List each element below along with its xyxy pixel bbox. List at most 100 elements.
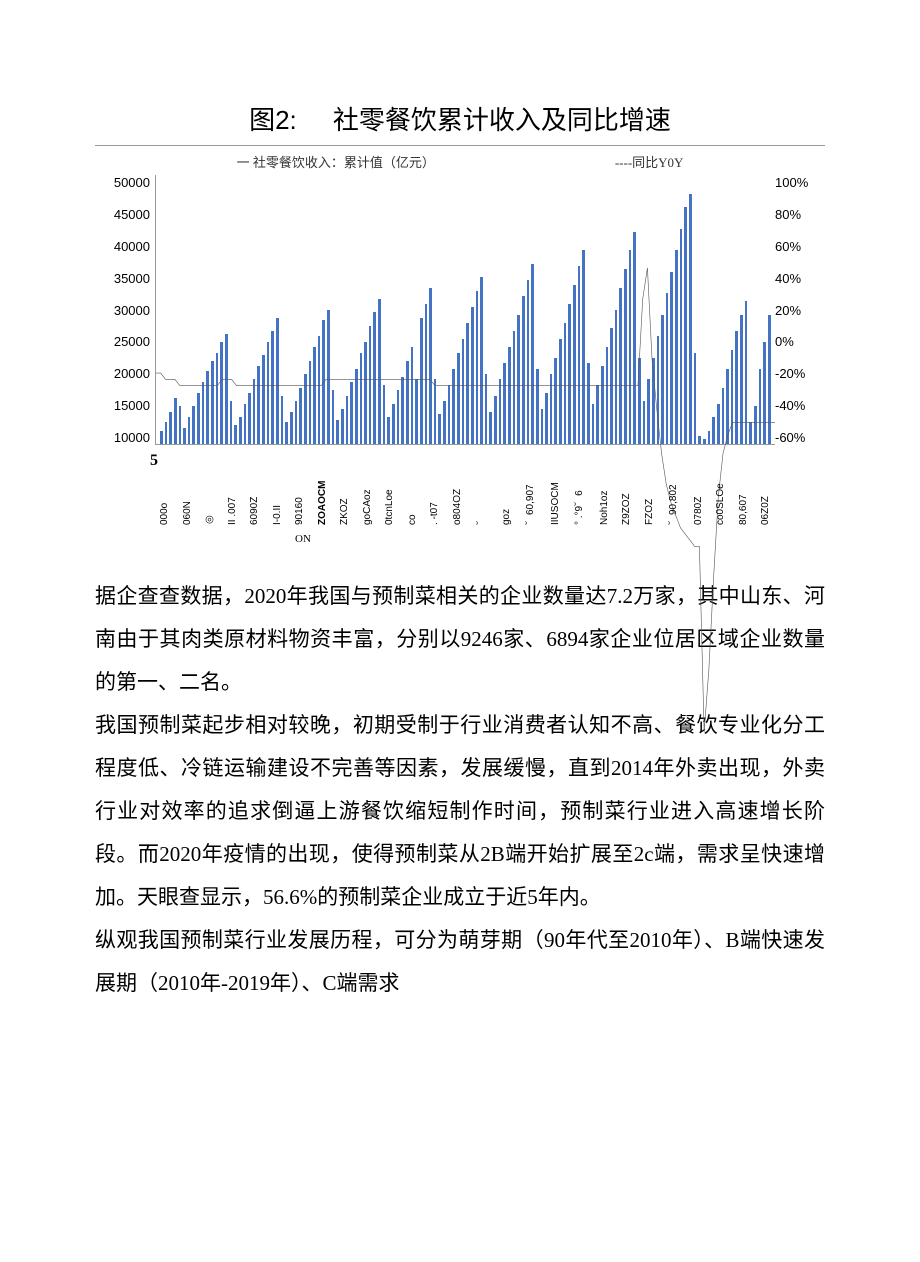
bar bbox=[717, 404, 720, 444]
bar bbox=[318, 336, 321, 444]
body-text: 据企查查数据，2020年我国与预制菜相关的企业数量达7.2万家，其中山东、河南由… bbox=[95, 575, 825, 1005]
bar bbox=[708, 431, 711, 444]
bar bbox=[480, 277, 483, 444]
y-axis-left: 5000045000400003500030000250002000015000… bbox=[95, 175, 150, 445]
plot-region bbox=[155, 175, 775, 445]
bar bbox=[661, 315, 664, 444]
bar bbox=[271, 331, 274, 444]
bar bbox=[457, 353, 460, 444]
x-label: o804OZ bbox=[452, 447, 463, 525]
bar bbox=[346, 396, 349, 444]
x-label: Z9ZOZ bbox=[621, 447, 632, 525]
bar bbox=[267, 342, 270, 444]
bar bbox=[559, 339, 562, 444]
bar bbox=[188, 417, 191, 444]
bar bbox=[234, 425, 237, 444]
bar bbox=[448, 385, 451, 444]
x-label: ZKOZ bbox=[339, 447, 350, 525]
bar bbox=[476, 291, 479, 444]
bar bbox=[443, 401, 446, 444]
bar bbox=[759, 369, 762, 444]
bar bbox=[230, 401, 233, 444]
bar bbox=[735, 331, 738, 444]
bar bbox=[415, 379, 418, 444]
y-left-tick: 30000 bbox=[95, 303, 150, 318]
bar bbox=[206, 371, 209, 444]
bar bbox=[285, 422, 288, 444]
bar bbox=[768, 315, 771, 444]
bar bbox=[652, 358, 655, 444]
bar bbox=[452, 369, 455, 444]
bar bbox=[244, 404, 247, 444]
x-label: Noh1oz bbox=[599, 447, 610, 525]
bar bbox=[629, 250, 632, 444]
bar bbox=[373, 312, 376, 444]
bar bbox=[387, 417, 390, 444]
bar bbox=[360, 353, 363, 444]
bar bbox=[749, 422, 752, 444]
y-right-tick: 20% bbox=[775, 303, 820, 318]
y-right-tick: 60% bbox=[775, 239, 820, 254]
x-label: 。60,907 bbox=[523, 447, 538, 525]
bar bbox=[554, 358, 557, 444]
bar bbox=[489, 412, 492, 444]
x-label: 060N bbox=[182, 447, 193, 525]
bar bbox=[731, 350, 734, 444]
legend-series-line: ----同比Y0Y bbox=[615, 152, 684, 171]
chart-area: 5000045000400003500030000250002000015000… bbox=[155, 175, 815, 525]
bar bbox=[160, 431, 163, 444]
bar bbox=[513, 331, 516, 444]
x-label: 。90,802 bbox=[666, 447, 681, 525]
bar bbox=[503, 363, 506, 444]
bar bbox=[726, 369, 729, 444]
y-left-tick: 25000 bbox=[95, 334, 150, 349]
x-label: I-0.II bbox=[272, 447, 283, 525]
bar bbox=[466, 323, 469, 444]
axis-mark-5: 5 bbox=[150, 452, 158, 470]
y-left-tick: 15000 bbox=[95, 398, 150, 413]
bar bbox=[397, 390, 400, 444]
bar bbox=[592, 404, 595, 444]
bar bbox=[179, 406, 182, 444]
bar bbox=[550, 374, 553, 444]
bar bbox=[582, 250, 585, 444]
y-right-tick: 40% bbox=[775, 271, 820, 286]
bar bbox=[313, 347, 316, 444]
bar bbox=[522, 296, 525, 444]
bar bbox=[262, 355, 265, 444]
x-label: ZOAOCM bbox=[317, 447, 328, 525]
bar-series bbox=[156, 175, 775, 444]
x-label: 000o bbox=[159, 447, 170, 525]
x-label: 90160 bbox=[294, 447, 305, 525]
bar bbox=[722, 388, 725, 444]
bar bbox=[225, 334, 228, 444]
bar bbox=[239, 417, 242, 444]
bar bbox=[220, 342, 223, 444]
bar bbox=[670, 272, 673, 444]
bar bbox=[248, 393, 251, 444]
bar bbox=[703, 439, 706, 444]
x-label: goz bbox=[501, 447, 512, 525]
chart-title: 图2: 社零餐饮累计收入及同比增速 bbox=[95, 100, 825, 146]
bar bbox=[420, 318, 423, 444]
x-axis-labels: 000o060N◎II .0076090ZI-0.II90160ZOAOCMZK… bbox=[155, 447, 775, 525]
x-label: 6090Z bbox=[249, 447, 260, 525]
chart-legend: 一 社零餐饮收入：累计值（亿元） ----同比Y0Y bbox=[95, 152, 825, 171]
bar bbox=[698, 436, 701, 444]
bar bbox=[169, 412, 172, 444]
y-axis-right: 100%80%60%40%20%0%-20%-40%-60% bbox=[775, 175, 820, 445]
bar bbox=[332, 390, 335, 444]
bar bbox=[619, 288, 622, 444]
bar bbox=[624, 269, 627, 444]
bar bbox=[165, 422, 168, 444]
y-right-tick: -40% bbox=[775, 398, 820, 413]
bar bbox=[712, 417, 715, 444]
bar bbox=[745, 301, 748, 444]
x-label: 80,607 bbox=[738, 447, 749, 525]
bar bbox=[327, 310, 330, 445]
y-left-tick: 35000 bbox=[95, 271, 150, 286]
bar bbox=[425, 304, 428, 444]
x-label: 。 bbox=[474, 447, 489, 525]
bar bbox=[596, 385, 599, 444]
bar bbox=[485, 374, 488, 444]
